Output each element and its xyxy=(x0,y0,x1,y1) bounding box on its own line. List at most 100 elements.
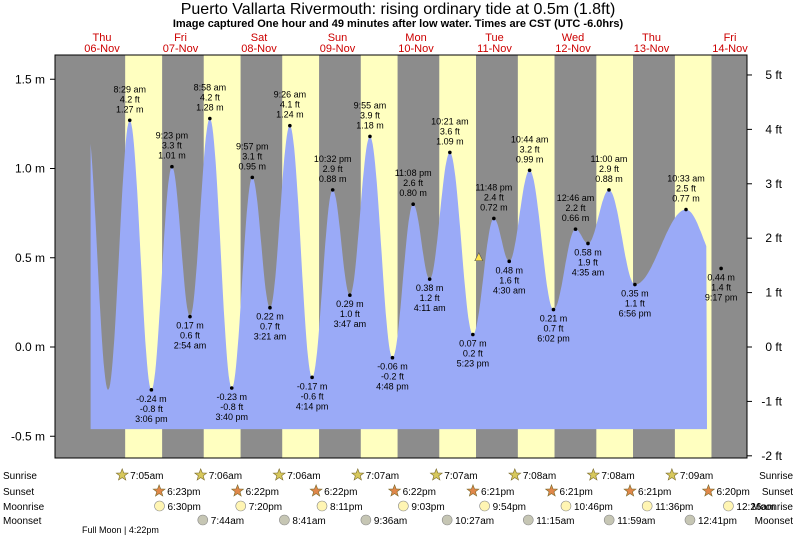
row-label-left: Sunrise xyxy=(3,471,37,482)
tide-label: 1.27 m xyxy=(116,104,144,114)
right-tick-label: 3 ft xyxy=(765,177,782,191)
tide-point xyxy=(368,134,372,139)
tide-label: 9:23 pm xyxy=(156,131,189,141)
moonset-icon xyxy=(603,514,615,526)
tide-point xyxy=(573,227,578,231)
row-label-right: Moonset xyxy=(755,516,794,527)
right-tick-label: -2 ft xyxy=(761,449,782,463)
moonrise-time: 9:54pm xyxy=(493,502,526,513)
row-label-left: Sunset xyxy=(3,487,34,498)
tide-label: 0.29 m xyxy=(336,299,364,309)
tide-point xyxy=(633,282,637,287)
tide-label: 0.58 m xyxy=(574,247,602,257)
sunset-icon xyxy=(309,483,323,497)
tide-label: 0.80 m xyxy=(399,188,427,198)
tide-label: 2.6 ft xyxy=(403,178,424,188)
plot-border xyxy=(54,54,748,459)
tide-label: 4:48 pm xyxy=(376,382,409,392)
sunset-time: 6:21pm xyxy=(481,487,514,498)
current-tide-marker xyxy=(474,252,484,262)
tide-point xyxy=(250,175,255,180)
sunrise-icon xyxy=(272,467,286,481)
tide-label: 9:17 pm xyxy=(705,292,738,302)
tide-point xyxy=(586,241,590,246)
sunrise-icon xyxy=(193,467,208,481)
moonrise-time: 6:30pm xyxy=(168,502,201,513)
tide-label: 1.28 m xyxy=(196,103,224,113)
moonrise-icon xyxy=(723,500,734,512)
moonrise-time: 10:46pm xyxy=(574,502,613,513)
tide-point xyxy=(149,388,154,392)
tide-label: 9:57 pm xyxy=(236,141,269,151)
sunrise-icon xyxy=(665,467,679,481)
sunset-time: 6:22pm xyxy=(403,487,436,498)
tide-label: 4.2 ft xyxy=(200,93,221,103)
sunrise-time: 7:08am xyxy=(601,471,634,482)
right-tick-label: -1 ft xyxy=(761,394,782,408)
tide-label: 3:40 pm xyxy=(215,412,248,422)
tide-label: 11:48 pm xyxy=(475,182,512,192)
tide-label: 0.22 m xyxy=(256,312,284,322)
tide-label: 3.1 ft xyxy=(242,151,263,161)
left-tick-label: -0.5 m xyxy=(11,429,45,443)
moonset-time: 11:59am xyxy=(617,516,655,527)
moonrise-icon xyxy=(479,500,490,512)
tide-point xyxy=(551,307,556,312)
tide-label: -0.06 m xyxy=(377,362,408,372)
tide-point xyxy=(448,150,452,155)
tide-label: 4.2 ft xyxy=(120,94,141,104)
sunset-time: 6:20pm xyxy=(716,487,749,498)
axes: 1.5 m 1.0 m 0.5 m 0.0 m -0.5 m 5 ft 4 ft 3 ft 2 … xyxy=(11,68,783,463)
row-label-right: Sunrise xyxy=(759,471,793,482)
sunset-icon xyxy=(152,483,166,497)
tide-label: -0.6 ft xyxy=(301,391,325,401)
moonset-time: 11:15am xyxy=(536,516,574,527)
day-date-label: 12-Nov xyxy=(555,43,591,55)
chart-subtitle: Image captured One hour and 49 minutes a… xyxy=(173,18,624,30)
tide-label: 3:47 am xyxy=(334,319,367,329)
tide-point xyxy=(229,386,234,390)
left-tick-label: 0.0 m xyxy=(15,340,45,354)
moonrise-icon xyxy=(560,500,572,512)
tide-label: 6:56 pm xyxy=(619,309,652,319)
right-tick-label: 5 ft xyxy=(765,68,782,82)
sunrise-time: 7:07am xyxy=(366,471,399,482)
sunrise-icon xyxy=(508,467,522,481)
sunrise-icon xyxy=(351,467,365,481)
tide-point xyxy=(719,266,723,271)
day-date-label: 08-Nov xyxy=(241,43,277,55)
tide-point xyxy=(288,123,292,128)
moonset-time: 12:41pm xyxy=(698,516,737,527)
chart-title: Puerto Vallarta Rivermouth: rising ordin… xyxy=(181,1,616,18)
sunrise-time: 7:08am xyxy=(523,471,556,482)
tide-label: 1.1 ft xyxy=(625,299,646,309)
sunset-time: 6:23pm xyxy=(167,487,200,498)
tide-label: 2.2 ft xyxy=(566,203,587,213)
tide-label: 10:32 pm xyxy=(314,154,352,164)
tide-point xyxy=(127,118,132,123)
moonset-icon xyxy=(441,514,453,526)
row-label-right: Moonrise xyxy=(752,502,794,513)
tide-label: 2.9 ft xyxy=(599,164,620,174)
tide-point xyxy=(390,355,395,360)
tide-point xyxy=(492,216,496,221)
left-tick-label: 1.0 m xyxy=(15,162,45,176)
day-date-label: 09-Nov xyxy=(320,43,356,55)
tide-label: 1.2 ft xyxy=(420,293,441,303)
tide-point xyxy=(208,116,212,121)
day-name-label: Thu xyxy=(642,32,661,44)
tide-label: 10:33 am xyxy=(667,174,705,184)
chart-frame xyxy=(54,54,748,459)
sunset-time: 6:22pm xyxy=(324,487,357,498)
tide-label: 0.07 m xyxy=(459,339,487,349)
tide-label: 0.48 m xyxy=(495,265,523,275)
sunset-icon xyxy=(466,483,480,497)
tide-label: 3.3 ft xyxy=(162,141,183,151)
moonrise-icon xyxy=(154,500,165,512)
tide-point xyxy=(607,188,611,192)
tide-point xyxy=(427,277,432,281)
day-name-label: Sat xyxy=(251,32,268,44)
tide-label: 4:30 am xyxy=(493,285,526,295)
moonset-icon xyxy=(197,514,209,526)
tide-label: 1.09 m xyxy=(436,136,464,146)
